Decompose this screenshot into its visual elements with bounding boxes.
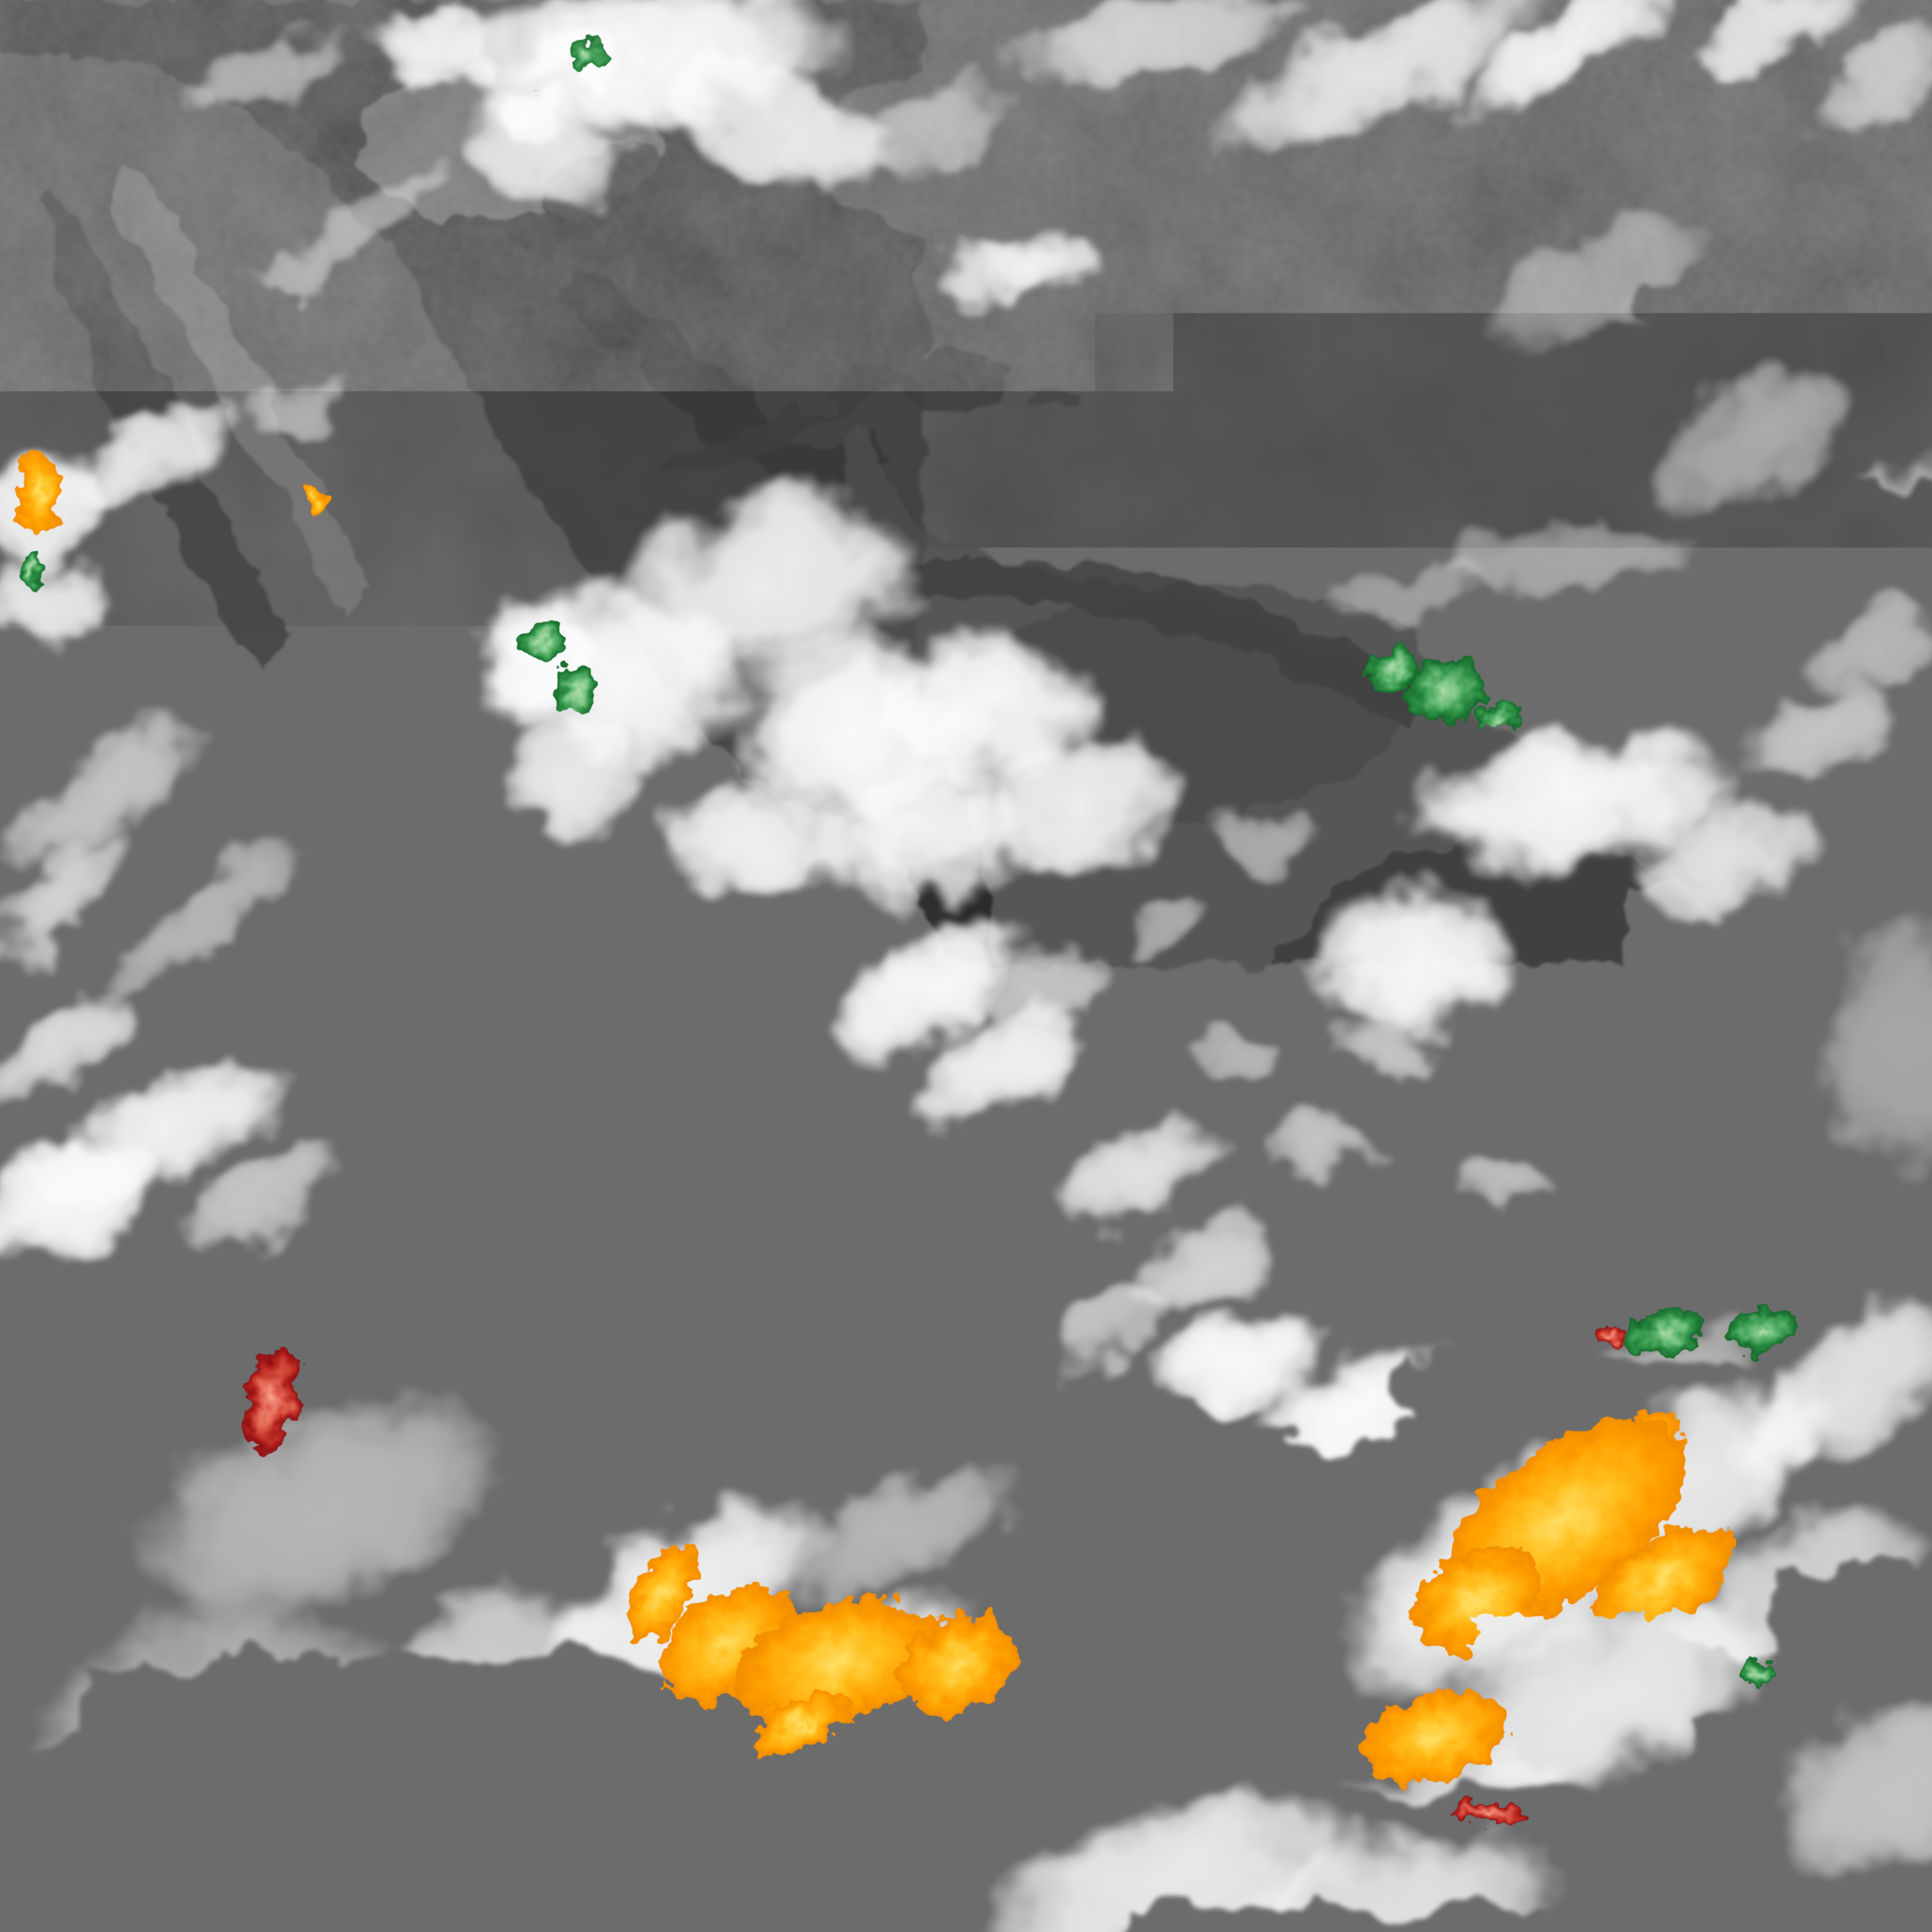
satellite-scene <box>0 0 1932 1932</box>
satellite-image <box>0 0 1932 1932</box>
fine-speckle-veil <box>0 0 1932 1932</box>
